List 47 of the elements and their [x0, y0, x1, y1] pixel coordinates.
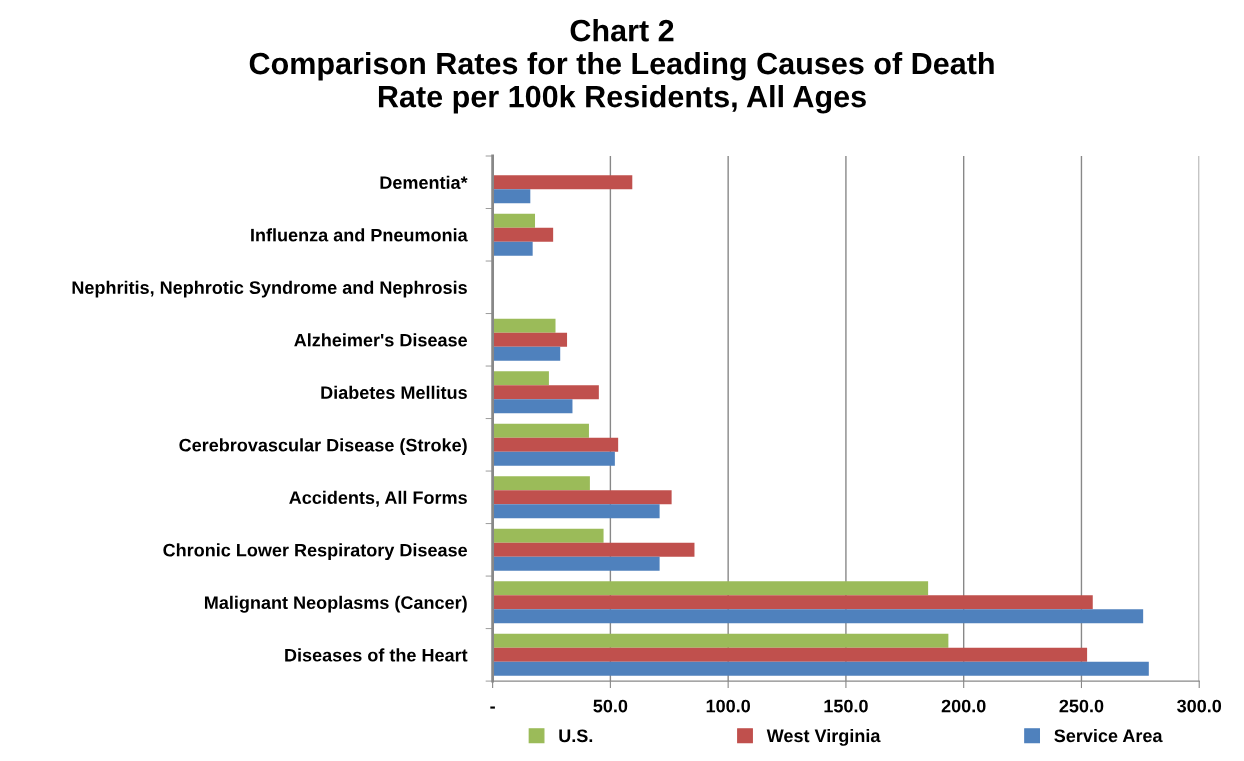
bar: [492, 556, 660, 571]
bar: [492, 528, 604, 543]
y-tick-label: Accidents, All Forms: [289, 490, 467, 507]
bar: [492, 647, 1088, 662]
bar: [492, 437, 619, 452]
y-tick-label: Nephritis, Nephrotic Syndrome and Nephrosis: [72, 280, 467, 298]
bar: [492, 504, 660, 519]
bar: [492, 175, 633, 190]
bar: [492, 542, 695, 557]
legend-label: Service Area: [1054, 728, 1163, 743]
y-tick-label: Dementia*: [380, 175, 468, 189]
x-tick-label: 200.0: [941, 699, 986, 713]
bar: [492, 609, 1144, 624]
chart-title: Chart 2 Comparison Rates for the Leading Causes of Death Rate per 100k Residents, All Ages: [249, 19, 994, 114]
bar: [492, 423, 589, 438]
bar: [492, 332, 568, 347]
legend-label: West Virginia: [766, 728, 881, 746]
bar: [492, 661, 1149, 676]
bar: [492, 371, 549, 386]
bar: [492, 581, 929, 596]
y-tick-label: Diseases of the Heart: [285, 648, 468, 662]
bar: [492, 633, 949, 648]
y-tick-label: Influenza and Pneumonia: [251, 228, 468, 242]
bar: [492, 451, 615, 466]
y-tick-label: Malignant Neoplasms (Cancer): [204, 595, 467, 613]
y-tick-label: Diabetes Mellitus: [321, 385, 467, 400]
y-tick-label: Alzheimer's Disease: [294, 333, 468, 347]
bar: [492, 399, 573, 414]
legend-label: U.S.: [559, 729, 593, 743]
bar: [492, 227, 554, 242]
bar: [492, 476, 590, 491]
bar: [492, 490, 672, 505]
bar: [492, 595, 1093, 610]
x-tick-label: 250.0: [1059, 699, 1104, 713]
y-tick-label: Chronic Lower Respiratory Disease: [163, 543, 468, 561]
bar: [492, 241, 533, 256]
bar: [492, 318, 556, 333]
x-tick-label: 150.0: [824, 699, 868, 713]
bar: [492, 213, 536, 228]
bar: [492, 385, 599, 400]
x-tick-label: -: [490, 706, 495, 709]
x-tick-label: 300.0: [1177, 699, 1222, 713]
x-tick-label: 100.0: [706, 699, 751, 713]
x-tick-label: 50.0: [593, 699, 628, 713]
bar: [492, 189, 531, 204]
bar: [492, 346, 561, 361]
y-tick-label: Cerebrovascular Disease (Stroke): [179, 438, 467, 456]
